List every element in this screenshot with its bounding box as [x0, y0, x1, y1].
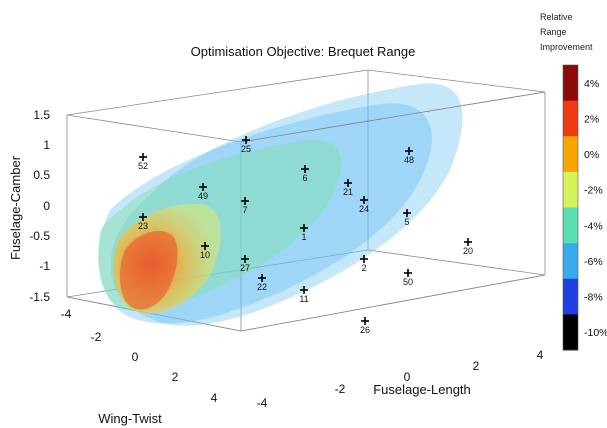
point-label: 10 [200, 250, 210, 260]
data-point-25: 25 [241, 136, 251, 154]
y-tick: 2 [473, 359, 480, 373]
data-point-22: 22 [257, 274, 267, 292]
point-label: 2 [361, 263, 366, 273]
point-label: 6 [302, 173, 307, 183]
x-tick: 4 [211, 391, 218, 405]
point-label: 22 [257, 282, 267, 292]
colorbar-block [563, 65, 578, 102]
colorbar-tick: -2% [584, 185, 603, 197]
point-label: 52 [138, 161, 148, 171]
z-tick: 0.5 [33, 168, 50, 182]
x-axis-label: Wing-Twist [98, 411, 162, 426]
z-tick: 0 [43, 199, 50, 213]
x-tick: -4 [61, 307, 72, 321]
data-point-50: 50 [403, 269, 413, 287]
point-label: 20 [463, 246, 473, 256]
y-axis: -4 -2 0 2 4 Fuselage-Length [257, 348, 544, 410]
point-label: 50 [403, 277, 413, 287]
z-tick: -1.5 [29, 290, 50, 304]
data-point-6: 6 [301, 165, 309, 183]
y-tick: -4 [257, 396, 268, 410]
colorbar-tick: -10% [584, 327, 607, 339]
data-point-24: 24 [359, 196, 369, 214]
z-tick: -0.5 [29, 229, 50, 243]
point-label: 25 [241, 144, 251, 154]
point-label: 27 [240, 263, 250, 273]
y-tick: 4 [537, 348, 544, 362]
point-label: 23 [138, 221, 148, 231]
chart-title: Optimisation Objective: Brequet Range [191, 44, 416, 59]
colorbar-block [563, 136, 578, 173]
point-label: 5 [404, 217, 409, 227]
z-tick: 1 [43, 138, 50, 152]
colorbar-ticks: 4% 2% 0% -2% -4% -6% -8% -10% [584, 78, 607, 339]
data-point-20: 20 [463, 238, 473, 256]
y-tick: 0 [404, 370, 411, 384]
data-point-49: 49 [198, 183, 208, 201]
x-tick: 0 [132, 350, 139, 364]
colorbar-tick: -8% [584, 292, 603, 304]
z-axis: 1.5 1 0.5 0 -0.5 -1 -1.5 Fuselage-Camber [8, 108, 50, 304]
data-point-52: 52 [138, 153, 148, 171]
data-point-26: 26 [360, 317, 370, 335]
data-point-23: 23 [138, 213, 148, 231]
colorbar-title: Range [540, 27, 567, 37]
colorbar-blocks [562, 64, 579, 351]
plot-box-front [240, 91, 546, 332]
z-tick: 1.5 [33, 108, 50, 122]
data-point-7: 7 [241, 197, 249, 215]
colorbar-block [563, 314, 578, 351]
point-label: 21 [343, 187, 353, 197]
point-label: 49 [198, 191, 208, 201]
data-point-48: 48 [404, 147, 414, 165]
y-axis-label: Fuselage-Length [373, 382, 471, 397]
colorbar-block [563, 171, 578, 208]
point-label: 24 [359, 204, 369, 214]
data-point-5: 5 [403, 209, 411, 227]
data-point-11: 11 [299, 286, 309, 304]
colorbar-frame [562, 64, 579, 351]
point-label: 11 [299, 294, 308, 304]
colorbar-tick: 0% [584, 149, 599, 161]
colorbar-tick: -4% [584, 220, 603, 232]
x-axis: -4 -2 0 2 4 Wing-Twist [61, 307, 218, 426]
x-tick: 2 [172, 370, 179, 384]
colorbar-block [563, 100, 578, 137]
data-point-2: 2 [360, 255, 368, 273]
z-axis-label: Fuselage-Camber [8, 155, 23, 260]
colorbar-tick: 4% [584, 78, 599, 90]
colorbar-block [563, 243, 578, 280]
point-label: 26 [360, 325, 370, 335]
data-point-1: 1 [300, 224, 308, 242]
x-tick: -2 [91, 330, 102, 344]
z-tick: -1 [39, 259, 50, 273]
colorbar-block [563, 278, 578, 315]
colorbar-tick: 2% [584, 113, 599, 125]
colorbar-tick: -6% [584, 256, 603, 268]
colorbar-title: Relative [540, 12, 573, 22]
colorbar-block [563, 207, 578, 244]
isosurface-inner [113, 204, 221, 314]
point-label: 1 [301, 232, 306, 242]
data-point-10: 10 [200, 242, 210, 260]
data-point-21: 21 [343, 179, 353, 197]
colorbar: Relative Range Improvement 4% 2% 0% -2% -4% -… [540, 12, 607, 351]
colorbar-title: Improvement [540, 42, 593, 52]
data-point-27: 27 [240, 255, 250, 273]
y-tick: -2 [335, 382, 346, 396]
point-label: 48 [404, 155, 414, 165]
point-label: 7 [242, 205, 247, 215]
